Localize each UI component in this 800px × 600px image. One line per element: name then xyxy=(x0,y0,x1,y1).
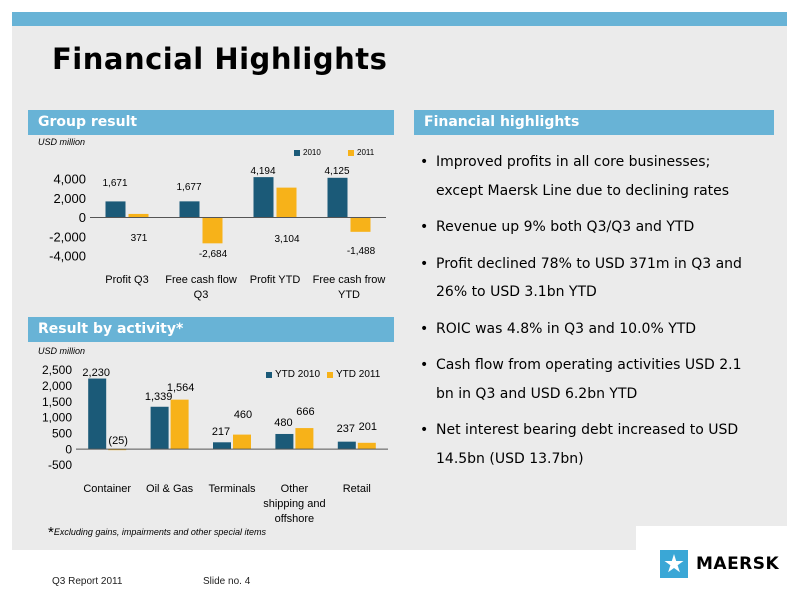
category-label: YTD xyxy=(338,289,360,301)
y-tick-label: 0 xyxy=(65,442,72,456)
category-label: offshore xyxy=(275,513,315,525)
y-tick-label: 0 xyxy=(79,210,86,225)
bar-ytd-2010 xyxy=(337,441,356,450)
maersk-star-icon xyxy=(660,550,688,578)
group-result-chart: 4,000 2,000 0 -2,000 -4,000 1,671 1,677 4,194 4,… xyxy=(49,148,386,301)
highlight-item: Improved profits in all core businesses;… xyxy=(420,148,760,205)
bar-ytd-2011 xyxy=(357,442,376,450)
footer-slide-number: Slide no. 4 xyxy=(203,576,251,587)
bar-ytd-2011 xyxy=(170,399,189,450)
bar-ytd-2011 xyxy=(295,428,314,450)
bar-2011 xyxy=(350,217,371,232)
data-label: 666 xyxy=(296,406,314,418)
data-label: 1,564 xyxy=(167,382,195,394)
data-label: 1,677 xyxy=(176,182,201,193)
data-label: 1,671 xyxy=(102,178,127,189)
chart2-unit-label: USD million xyxy=(38,346,86,356)
data-label: 237 xyxy=(337,423,355,435)
highlights-list: Improved profits in all core businesses;… xyxy=(420,148,760,481)
bar-2010 xyxy=(253,177,274,218)
legend-label: YTD 2010 xyxy=(275,369,320,380)
category-label: Free cash flow xyxy=(165,274,237,286)
result-by-activity-header: Result by activity* xyxy=(28,317,394,342)
y-tick-label: -500 xyxy=(48,458,72,472)
y-tick-label: 2,000 xyxy=(42,379,72,393)
legend-swatch xyxy=(327,372,333,378)
data-label: 4,194 xyxy=(250,166,275,177)
y-tick-label: -2,000 xyxy=(49,229,86,244)
data-label: 201 xyxy=(359,421,377,433)
financial-highlights-header: Financial highlights xyxy=(414,110,774,135)
footer-report: Q3 Report 2011 xyxy=(52,576,123,587)
bar-2011 xyxy=(276,187,297,218)
bar-2011 xyxy=(128,213,149,218)
legend-swatch xyxy=(266,372,272,378)
y-tick-label: 500 xyxy=(52,427,72,441)
data-label: 480 xyxy=(274,417,292,429)
brand-name: MAERSK xyxy=(696,554,780,574)
category-label: shipping and xyxy=(263,498,325,510)
data-label: 2,230 xyxy=(82,367,110,379)
data-label: 371 xyxy=(131,233,148,244)
highlight-item: Profit declined 78% to USD 371m in Q3 an… xyxy=(420,250,760,307)
y-tick-label: 4,000 xyxy=(53,172,86,187)
data-label: -1,488 xyxy=(347,246,376,257)
page-title: Financial Highlights xyxy=(52,42,388,76)
data-label: 460 xyxy=(234,409,252,421)
y-tick-label: -4,000 xyxy=(49,249,86,264)
data-label: (25) xyxy=(108,435,128,447)
chart1-unit-label: USD million xyxy=(38,137,86,147)
highlight-item: ROIC was 4.8% in Q3 and 10.0% YTD xyxy=(420,315,760,344)
bar-2010 xyxy=(179,201,200,218)
highlight-item: Cash flow from operating activities USD … xyxy=(420,351,760,408)
footnote-star: * xyxy=(48,524,54,541)
footnote: *Excluding gains, impairments and other … xyxy=(48,524,266,541)
bar-ytd-2010 xyxy=(275,433,294,450)
highlight-item: Revenue up 9% both Q3/Q3 and YTD xyxy=(420,213,760,242)
bar-ytd-2010 xyxy=(213,442,231,450)
category-label: Free cash frow xyxy=(313,274,386,286)
legend-label: 2010 xyxy=(303,148,321,157)
legend-label: YTD 2011 xyxy=(336,369,381,380)
legend-label: 2011 xyxy=(357,148,375,157)
bar-ytd-2011 xyxy=(233,434,251,450)
bar-2011 xyxy=(202,217,223,244)
y-tick-label: 2,500 xyxy=(42,363,72,377)
data-label: 217 xyxy=(212,426,230,438)
bar-ytd-2010 xyxy=(88,378,107,450)
y-tick-label: 1,000 xyxy=(42,411,72,425)
logo-area xyxy=(636,526,787,550)
maersk-logo: MAERSK xyxy=(660,550,779,578)
legend-swatch xyxy=(294,150,300,156)
category-label: Profit YTD xyxy=(250,274,301,286)
data-label: 1,339 xyxy=(145,391,173,403)
y-tick-label: 2,000 xyxy=(53,191,86,206)
top-accent-bar xyxy=(12,12,787,26)
group-result-header: Group result xyxy=(28,110,394,135)
legend-swatch xyxy=(348,150,354,156)
category-label: Q3 xyxy=(194,289,209,301)
data-label: -2,684 xyxy=(199,249,228,260)
category-label: Terminals xyxy=(208,483,256,495)
category-label: Retail xyxy=(343,483,371,495)
bar-ytd-2010 xyxy=(150,406,169,450)
highlight-item: Net interest bearing debt increased to U… xyxy=(420,416,760,473)
y-tick-label: 1,500 xyxy=(42,395,72,409)
category-label: Oil & Gas xyxy=(146,483,194,495)
data-label: 3,104 xyxy=(274,234,299,245)
footnote-text: Excluding gains, impairments and other s… xyxy=(53,527,266,537)
bar-2010 xyxy=(105,201,126,218)
bar-2010 xyxy=(327,177,348,218)
category-label: Other xyxy=(281,483,309,495)
category-label: Container xyxy=(83,483,131,495)
data-label: 4,125 xyxy=(324,166,349,177)
category-label: Profit Q3 xyxy=(105,274,148,286)
